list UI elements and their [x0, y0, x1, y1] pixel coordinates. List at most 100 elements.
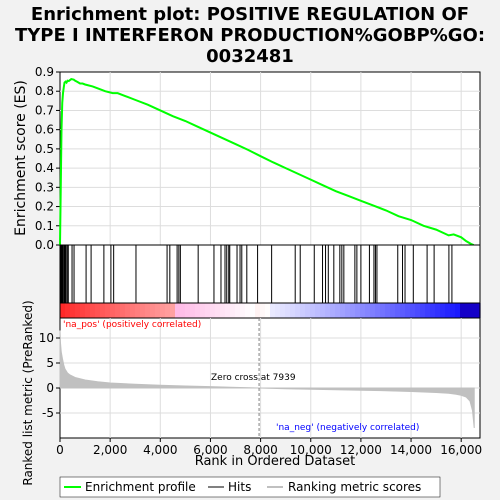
heat-segment — [155, 303, 161, 318]
heat-segment — [105, 303, 111, 318]
ranking-x-tick-label: 0 — [56, 443, 64, 457]
enrichment-y-tick-label: 0.3 — [35, 180, 54, 194]
heat-segment — [470, 303, 476, 318]
heat-segment — [350, 303, 356, 318]
heat-segment — [410, 303, 416, 318]
heat-segment — [225, 303, 231, 318]
ranking-x-ticks: 0 2,000 4,000 6,000 8,000 10,000 12,000 14,000 1… — [56, 438, 482, 457]
heat-segment — [335, 303, 341, 318]
heat-segment — [130, 303, 136, 318]
heat-segment — [395, 303, 401, 318]
heat-segment — [150, 303, 156, 318]
heat-segment — [475, 303, 481, 318]
heat-segment — [375, 303, 381, 318]
heat-segment — [185, 303, 191, 318]
enrichment-gridlines — [60, 72, 480, 245]
heat-segment — [345, 303, 351, 318]
heat-segment — [430, 303, 436, 318]
heat-segment — [245, 303, 251, 318]
legend-hits-label: Hits — [228, 480, 251, 494]
ranking-metric-area — [59, 330, 475, 429]
heat-segment — [125, 303, 131, 318]
heat-segment — [265, 303, 271, 318]
ranking-x-tick-label: 10,000 — [290, 443, 332, 457]
heat-segment — [330, 303, 336, 318]
heat-segment — [85, 303, 91, 318]
heat-segment — [425, 303, 431, 318]
heat-segment — [465, 303, 471, 318]
heat-segment — [445, 303, 451, 318]
enrichment-y-tick-label: 0.0 — [35, 238, 54, 252]
heat-segment — [180, 303, 186, 318]
heat-segment — [140, 303, 146, 318]
enrichment-y-tick-label: 0.9 — [35, 65, 54, 79]
heat-segment — [65, 303, 71, 318]
heat-segment — [300, 303, 306, 318]
ranking-x-tick-label: 14,000 — [390, 443, 432, 457]
heat-segment — [80, 303, 86, 318]
heat-segment — [165, 303, 171, 318]
heat-segment — [405, 303, 411, 318]
heat-segment — [75, 303, 81, 318]
heat-segment — [175, 303, 181, 318]
heat-segment — [270, 303, 276, 318]
heat-segment — [100, 303, 106, 318]
heat-segment — [120, 303, 126, 318]
ranking-y-ticks: -5 0 5 10 — [39, 331, 60, 420]
heat-segment — [195, 303, 201, 318]
enrichment-y-tick-label: 0.1 — [35, 219, 54, 233]
ranking-x-axis-label: Rank in Ordered Dataset — [195, 454, 356, 469]
enrichment-plot-area — [59, 71, 481, 246]
heat-segment — [250, 303, 256, 318]
heat-segment — [230, 303, 236, 318]
heat-segment — [320, 303, 326, 318]
legend-enrichment-label: Enrichment profile — [85, 480, 196, 494]
heat-segment — [160, 303, 166, 318]
heat-segment — [365, 303, 371, 318]
ranking-x-tick-label: 4,000 — [143, 443, 177, 457]
ranking-x-tick-label: 16,000 — [440, 443, 482, 457]
heat-segment — [325, 303, 331, 318]
chart-title-line-2: TYPE I INTERFERON PRODUCTION%GOBP%GO: — [15, 25, 485, 46]
heat-segment — [95, 303, 101, 318]
heat-segment — [235, 303, 241, 318]
heat-segment — [60, 303, 66, 318]
heat-segment — [380, 303, 386, 318]
heat-segment — [260, 303, 266, 318]
heat-segment — [215, 303, 221, 318]
heat-segment — [285, 303, 291, 318]
heat-segment — [390, 303, 396, 318]
enrichment-y-tick-label: 0.2 — [35, 200, 54, 214]
heat-segment — [280, 303, 286, 318]
enrichment-y-tick-label: 0.7 — [35, 103, 54, 117]
heat-segment — [110, 303, 116, 318]
hits-barcode — [60, 245, 453, 303]
heat-segment — [340, 303, 346, 318]
legend-box — [59, 476, 441, 498]
heat-segment — [200, 303, 206, 318]
heat-segment — [310, 303, 316, 318]
enrichment-y-tick-label: 0.6 — [35, 123, 54, 137]
heat-segment — [450, 303, 456, 318]
heat-segment — [145, 303, 151, 318]
heat-segment — [455, 303, 461, 318]
ranking-gridlines — [60, 318, 480, 438]
heat-segment — [370, 303, 376, 318]
heat-segment — [90, 303, 96, 318]
heat-segment — [360, 303, 366, 318]
heat-segment — [415, 303, 421, 318]
ranking-y-axis-label: Ranked list metric (PreRanked) — [21, 300, 35, 485]
heat-segment — [400, 303, 406, 318]
heat-segment — [240, 303, 246, 318]
ranking-x-tick-label: 12,000 — [340, 443, 382, 457]
enrichment-profile-line — [59, 78, 475, 246]
heat-segment — [435, 303, 441, 318]
ranking-y-tick-label: 0 — [46, 381, 54, 395]
heat-segment — [70, 303, 76, 318]
enrichment-y-ticks: 0.0 0.1 0.2 0.3 0.4 0.5 0.6 0.7 0.8 0.9 — [35, 65, 60, 252]
enrichment-y-tick-label: 0.5 — [35, 142, 54, 156]
na-neg-label: 'na_neg' (negatively correlated) — [276, 423, 419, 433]
ranking-y-tick-label: -5 — [42, 406, 54, 420]
